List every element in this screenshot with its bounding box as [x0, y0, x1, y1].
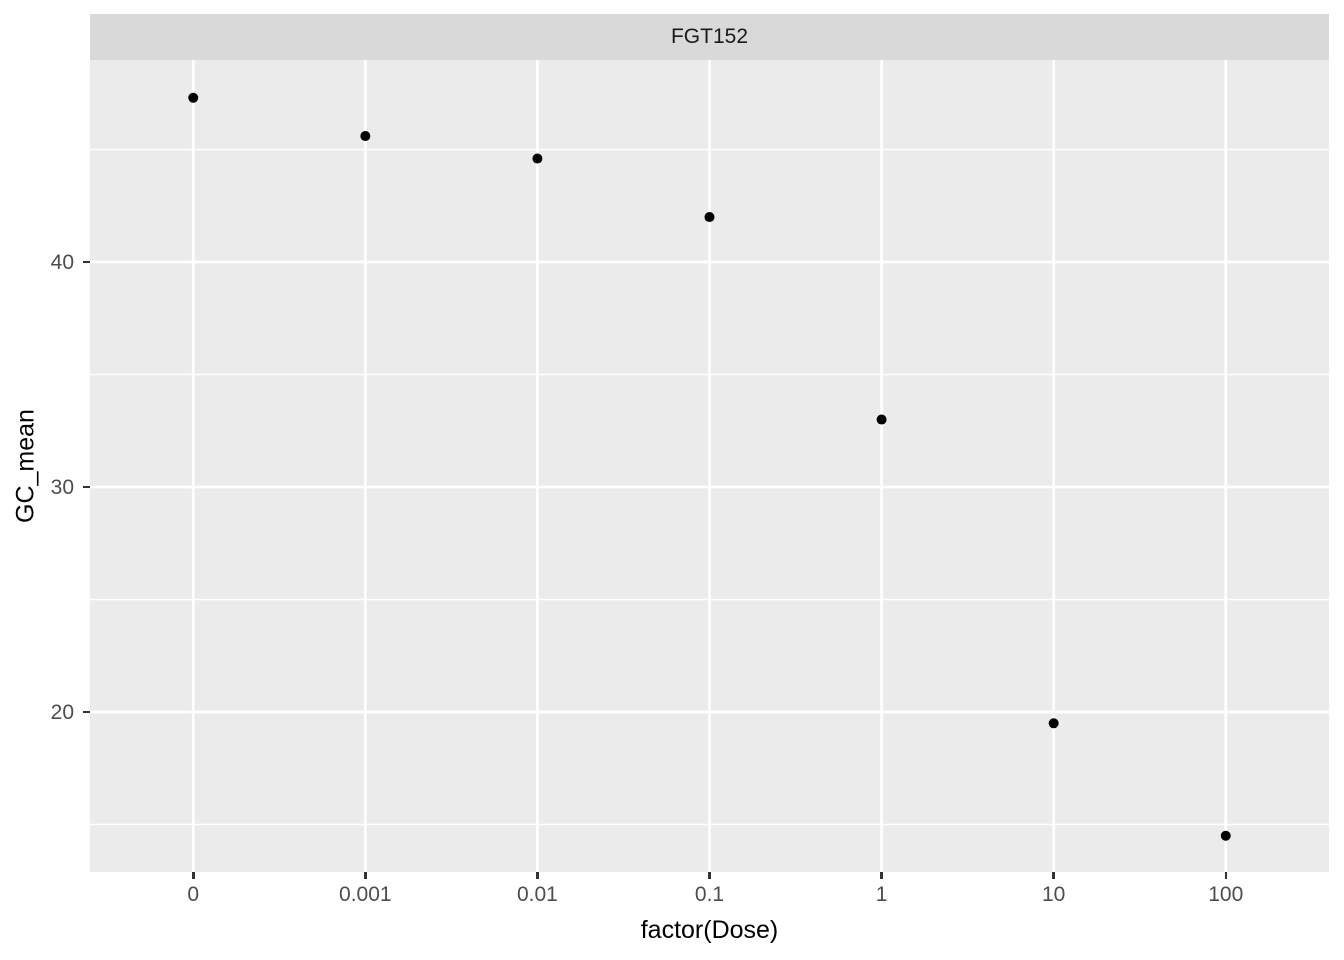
- x-tick-label: 0.1: [694, 883, 725, 906]
- facet-strip: FGT152: [90, 14, 1329, 60]
- x-tick-label: 0: [187, 883, 200, 906]
- data-point: [360, 131, 371, 142]
- x-tick-label: 100: [1208, 883, 1244, 906]
- x-tick-mark: [192, 872, 195, 879]
- x-tick-mark: [1224, 872, 1227, 879]
- x-tick-mark: [1052, 872, 1055, 879]
- x-axis-title: factor(Dose): [640, 916, 779, 944]
- y-tick-label: 20: [50, 700, 74, 724]
- x-tick-mark: [880, 872, 883, 879]
- y-tick-label: 40: [50, 250, 74, 274]
- y-tick-mark: [83, 260, 90, 264]
- y-tick-label: 30: [50, 475, 74, 499]
- x-tick-mark: [364, 872, 367, 879]
- x-tick-label: 1: [875, 883, 888, 906]
- y-tick-mark: [83, 710, 90, 714]
- x-tick-mark: [708, 872, 711, 879]
- data-point: [532, 153, 543, 164]
- x-tick-label: 0.001: [339, 883, 392, 906]
- x-tick-mark: [536, 872, 539, 879]
- x-tick-label: 10: [1041, 883, 1066, 906]
- data-point: [704, 212, 715, 223]
- y-axis-title: GC_mean: [11, 409, 40, 523]
- data-point: [188, 92, 199, 103]
- x-tick-label: 0.01: [516, 883, 558, 906]
- plot-panel: [90, 60, 1329, 872]
- y-tick-mark: [83, 485, 90, 489]
- chart-canvas: [90, 60, 1329, 872]
- data-point: [1048, 718, 1059, 729]
- facet-strip-label: FGT152: [670, 25, 749, 48]
- data-point: [1220, 830, 1231, 841]
- data-point: [876, 414, 887, 425]
